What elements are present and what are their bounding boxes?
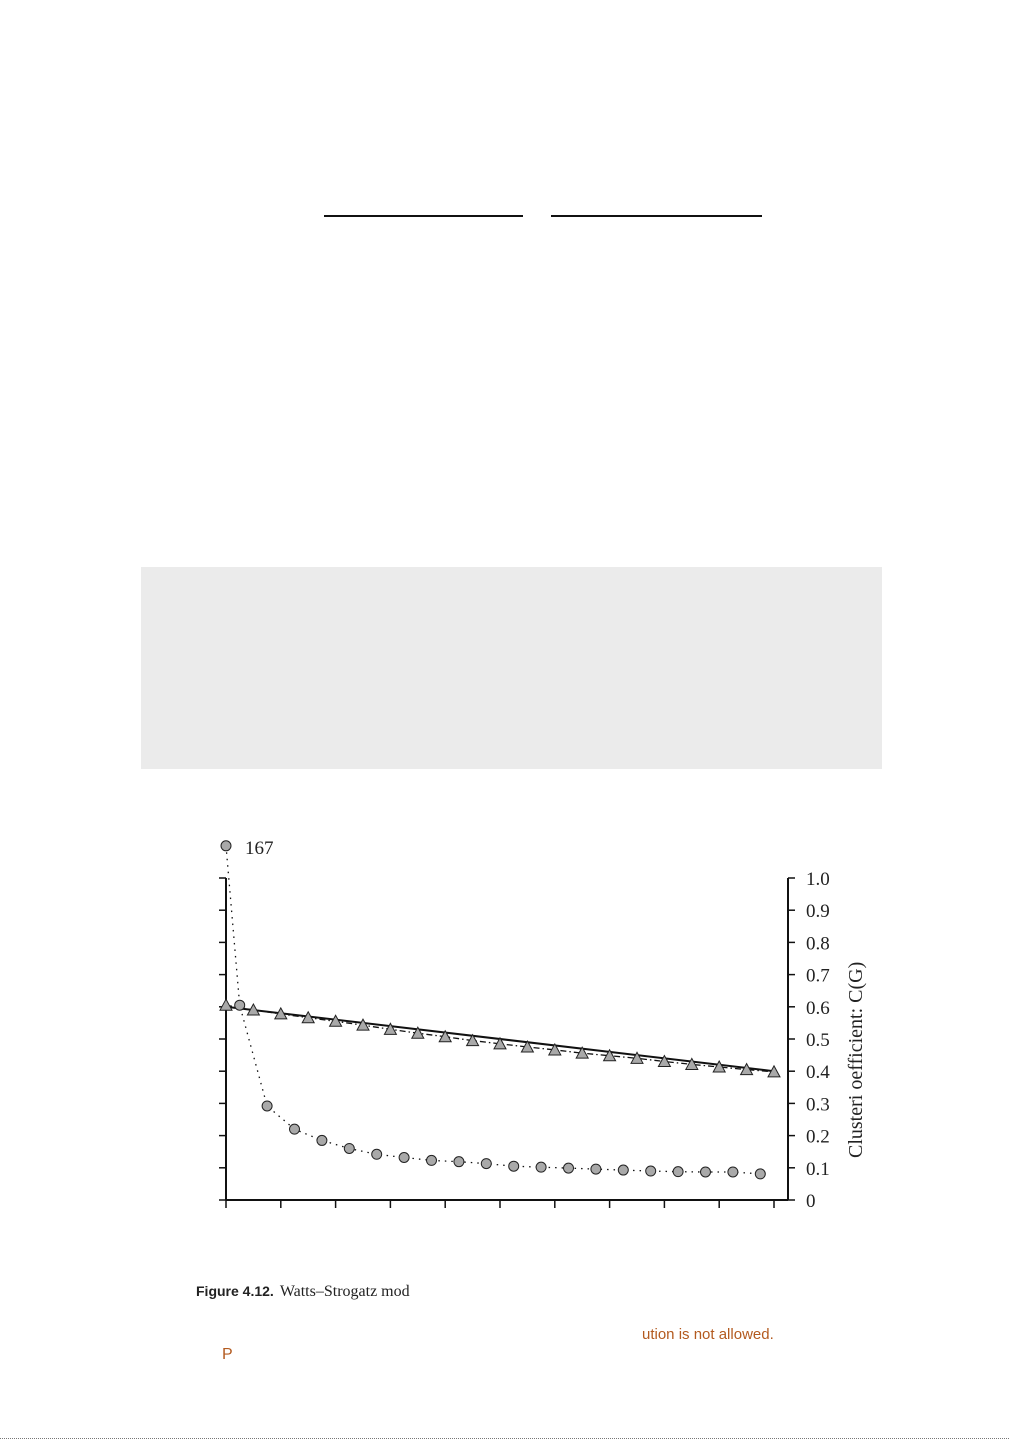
triangle-marker	[246, 1002, 261, 1016]
top-rule-left	[324, 215, 523, 217]
triangle-marker	[219, 998, 233, 1011]
triangle-marker	[356, 1018, 370, 1031]
circle-marker	[453, 1156, 465, 1168]
circle-marker	[398, 1151, 410, 1163]
notice-right: ution is not allowed.	[642, 1326, 774, 1343]
right-axis-tick-label: 0.2	[806, 1127, 830, 1148]
triangle-marker	[410, 1026, 425, 1039]
triangle-marker	[767, 1064, 781, 1078]
shaded-panel	[141, 567, 882, 769]
right-axis-tick-label: 1.0	[806, 869, 830, 890]
right-axis-tick-label: 0	[806, 1191, 816, 1212]
chart-axes	[219, 877, 795, 1208]
triangle-marker	[712, 1059, 727, 1073]
circle-marker	[535, 1161, 547, 1173]
triangle-marker	[493, 1036, 507, 1050]
circle-marker	[508, 1160, 520, 1172]
annotation-label: 167	[245, 838, 274, 859]
circle-marker	[727, 1166, 739, 1178]
circle-marker	[563, 1162, 574, 1174]
series-2-line	[225, 1004, 775, 1073]
circle-marker	[426, 1154, 437, 1166]
triangle-marker	[657, 1054, 672, 1068]
triangle-marker	[465, 1033, 480, 1047]
circle-marker	[590, 1163, 602, 1175]
right-axis-tick-label: 0.7	[806, 966, 830, 987]
right-axis-tick-label: 0.8	[806, 933, 830, 954]
chart-markers	[219, 840, 781, 1180]
chart-series-lines	[225, 845, 775, 1175]
right-axis-tick-label: 0.1	[806, 1159, 830, 1180]
circle-marker	[289, 1123, 300, 1135]
circle-marker	[371, 1148, 383, 1160]
circle-marker	[234, 999, 246, 1011]
circle-marker	[343, 1142, 355, 1154]
bottom-dotted-border	[0, 1438, 1009, 1439]
circle-marker	[220, 840, 232, 852]
circle-marker	[316, 1134, 328, 1146]
figure-caption: Figure 4.12. Watts–Strogatz mod	[196, 1283, 410, 1301]
circle-marker	[261, 1100, 273, 1112]
caption-text: Watts–Strogatz mod	[279, 1283, 410, 1300]
triangle-marker	[630, 1051, 644, 1064]
circle-marker	[754, 1168, 766, 1180]
circle-marker	[672, 1166, 684, 1178]
triangle-marker	[328, 1014, 343, 1027]
circle-marker	[645, 1165, 657, 1177]
triangle-marker	[273, 1006, 288, 1020]
right-axis-tick-label: 0.3	[806, 1094, 830, 1115]
right-axis-tick-label: 0.6	[806, 998, 830, 1019]
circle-marker	[617, 1164, 629, 1176]
triangle-marker	[438, 1029, 453, 1043]
notice-left: P	[222, 1346, 233, 1363]
triangle-marker	[602, 1048, 617, 1062]
series-1-line	[225, 845, 761, 1175]
caption-label: Figure 4.12.	[196, 1283, 274, 1299]
right-axis-tick-label: 0.4	[806, 1062, 830, 1083]
triangle-marker	[520, 1040, 535, 1053]
chart-labels: 0 0.1 0.2 0.3 0.4 0.5 0.6 0.7 0.8 0.9 1.0 Clusteri …	[245, 838, 867, 1212]
triangle-marker	[301, 1010, 316, 1024]
circle-marker	[700, 1166, 711, 1178]
right-axis-label: Clusteri oefficient: C(G)	[845, 962, 867, 1158]
triangle-marker	[547, 1042, 562, 1056]
top-rule-right	[551, 215, 762, 217]
triangle-marker	[739, 1062, 754, 1076]
right-axis-tick-label: 0.5	[806, 1030, 830, 1051]
triangle-marker	[383, 1022, 398, 1035]
triangle-marker	[575, 1046, 590, 1059]
right-axis-tick-label: 0.9	[806, 901, 830, 922]
circle-marker	[480, 1158, 492, 1170]
triangle-marker	[684, 1057, 699, 1070]
